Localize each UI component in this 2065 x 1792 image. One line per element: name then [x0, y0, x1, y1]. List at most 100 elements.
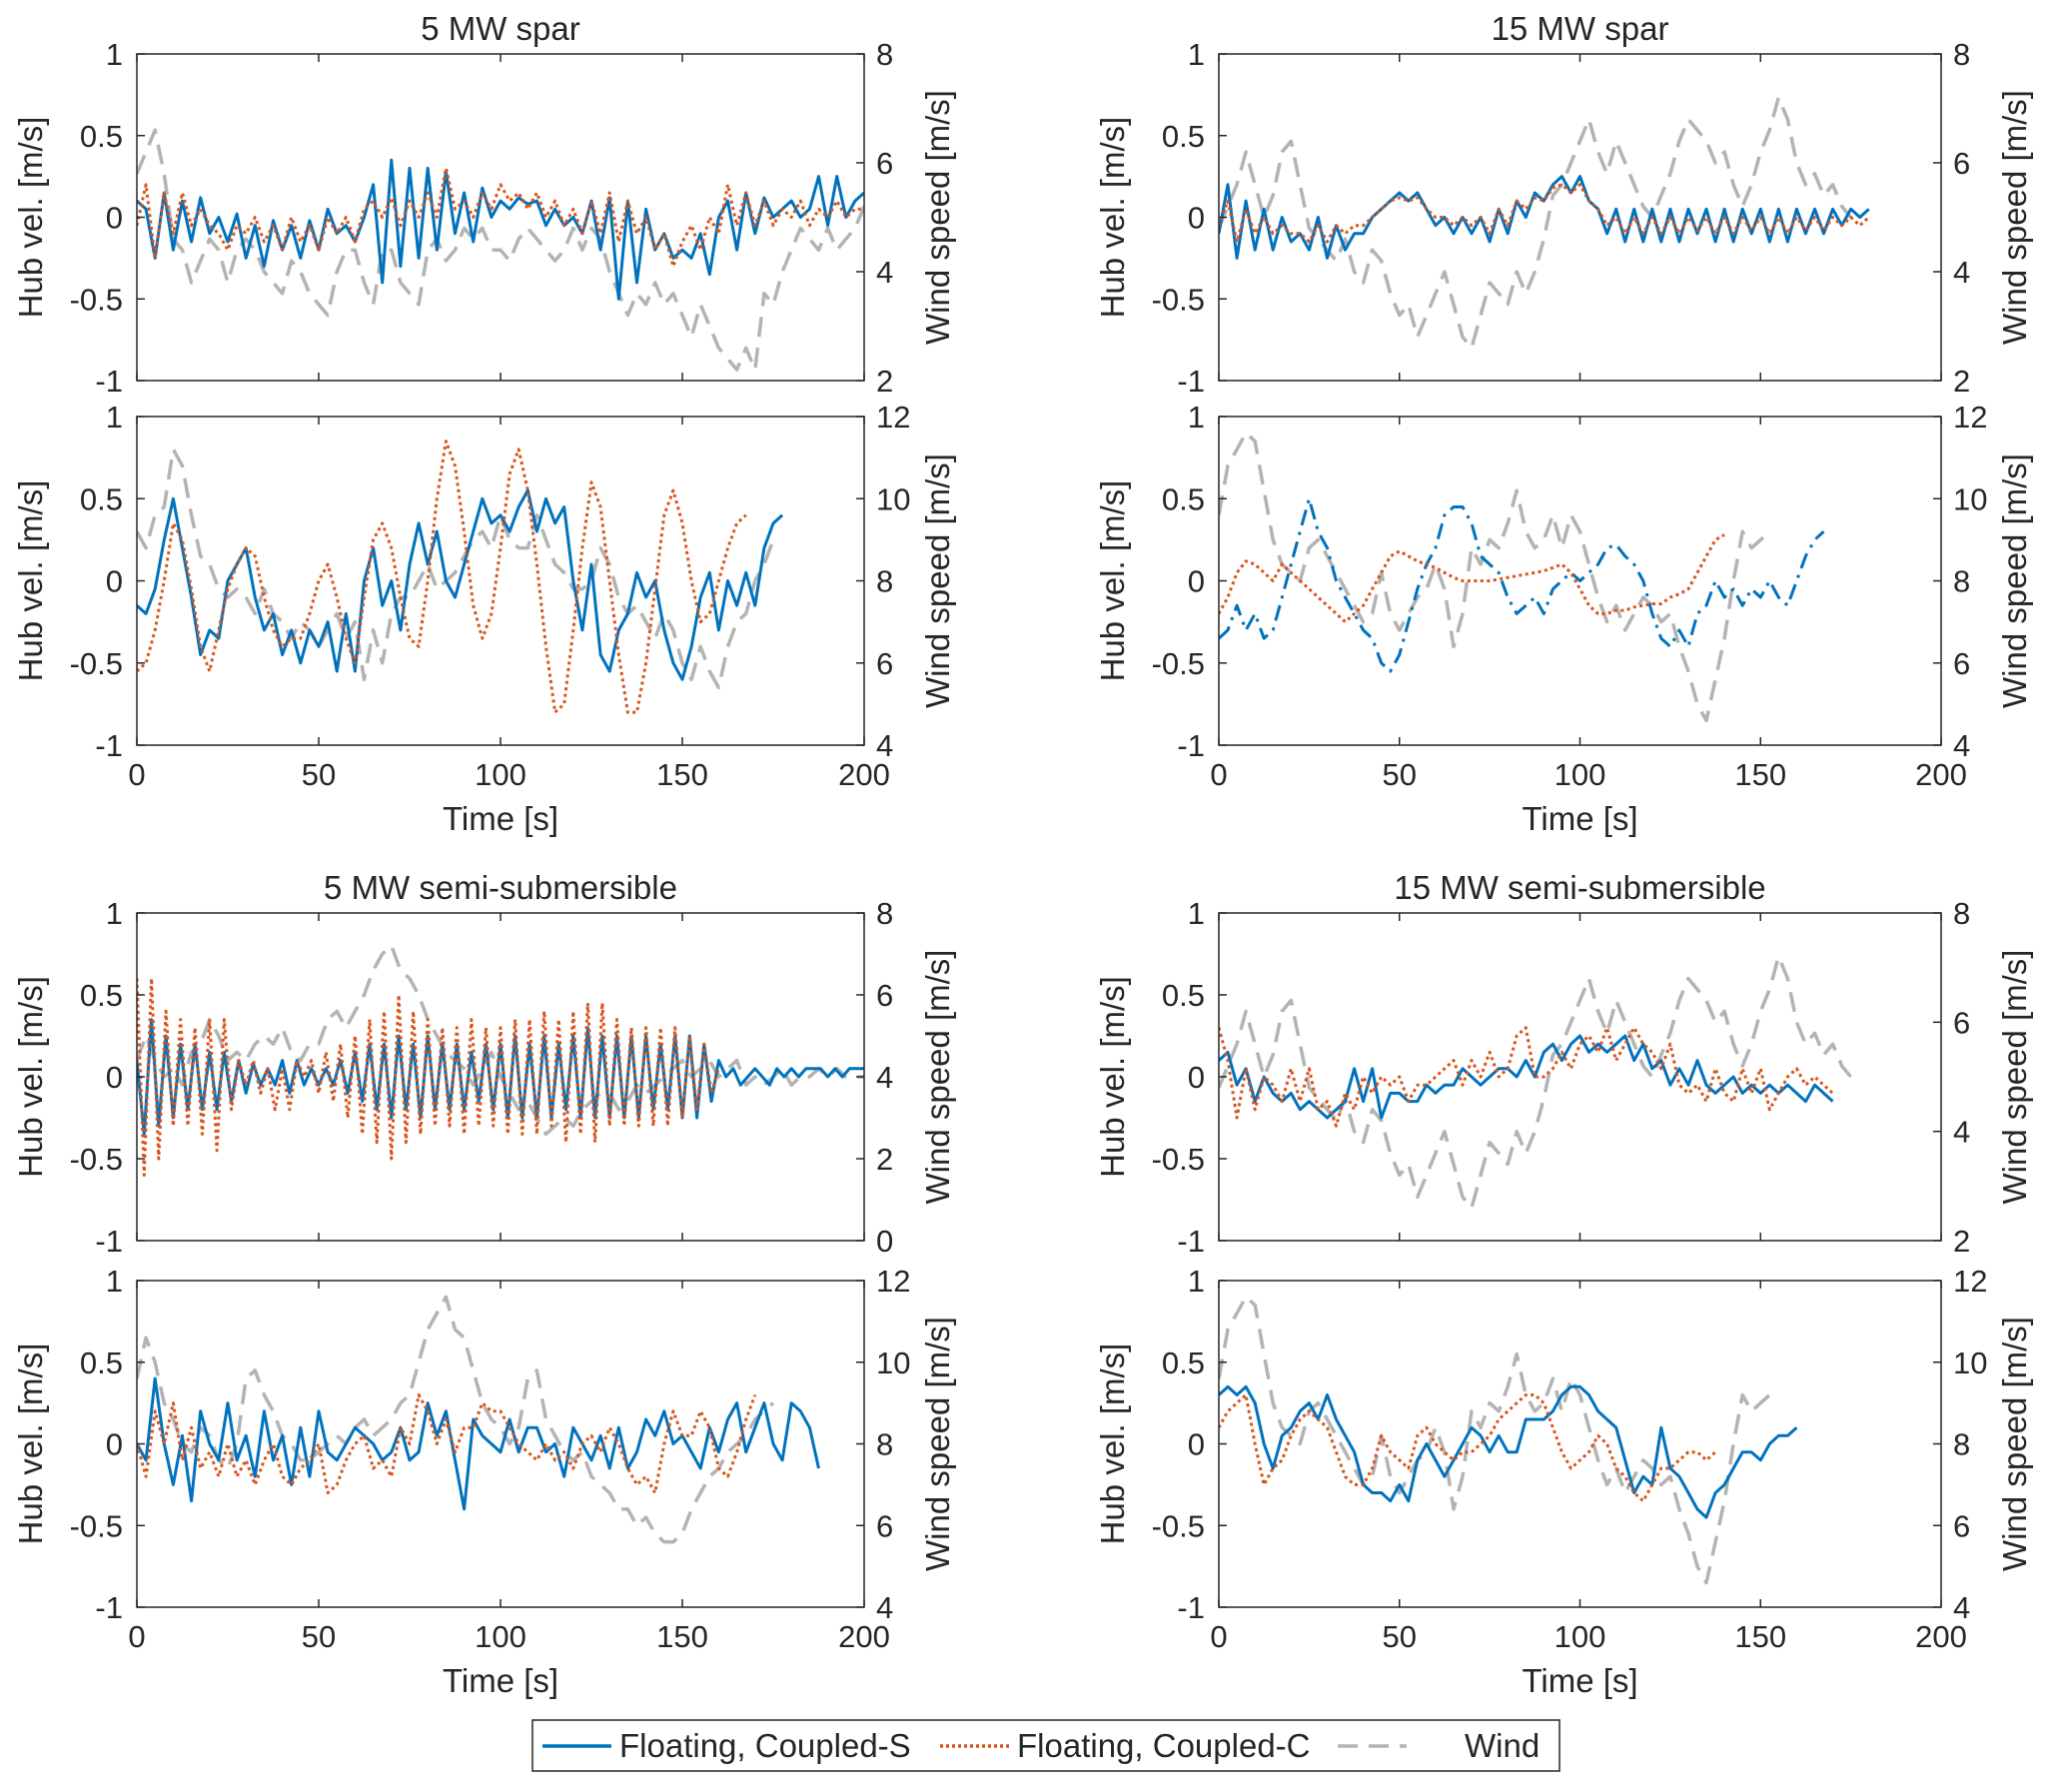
panel-semi15-lower: 0 50 100 150 200 -1 -0.5 0 0.5 1 4 6 8 10 12 Time [s] Hu…: [1094, 1264, 2033, 1699]
series-floating-coupled-s: [1219, 496, 1825, 673]
panel-spar5-upper: -1 -0.5 0 0.5 1 2 4 6 8 5 MW spar Hub vel. [m/s] Wi…: [12, 10, 956, 399]
y-tick-label: 0.5: [1162, 978, 1205, 1013]
y-tick-label: 1: [1188, 896, 1205, 931]
y2-axis-label: Wind speed [m/s]: [919, 90, 956, 345]
y2-tick-label: 4: [1953, 728, 1970, 763]
panel-title: 15 MW semi-submersible: [1394, 869, 1765, 906]
y2-tick-label: 6: [1953, 1508, 1970, 1543]
x-tick-label: 100: [475, 1619, 526, 1654]
series-wind: [137, 128, 864, 372]
series-floating-coupled-c: [137, 166, 864, 269]
y2-tick-label: 10: [876, 481, 910, 516]
panel-spar5-lower: 0 50 100 150 200 -1 -0.5 0 0.5 1 4 6 8 10 12 Time [s] Hu…: [12, 400, 956, 837]
panel-semi5-lower: 0 50 100 150 200 -1 -0.5 0 0.5 1 4 6 8 10 12 Time [s] Hu…: [12, 1264, 956, 1699]
y-axis-label: Hub vel. [m/s]: [12, 976, 49, 1178]
axes-box: [1218, 1280, 1942, 1608]
y-tick-label: -1: [95, 364, 123, 399]
x-tick-label: 50: [1383, 757, 1417, 792]
series-wind: [137, 944, 864, 1137]
series-floating-coupled-s: [137, 488, 784, 681]
y-tick-label: 1: [106, 37, 123, 72]
legend-label-wind: Wind: [1465, 1727, 1540, 1764]
x-axis-label: Time [s]: [443, 800, 558, 837]
y2-tick-label: 4: [876, 1590, 893, 1625]
y2-tick-label: 8: [876, 1427, 893, 1462]
y-tick-label: 0: [106, 564, 123, 599]
y-tick-label: -1: [95, 1224, 123, 1259]
y2-tick-label: 2: [876, 364, 893, 399]
y2-tick-label: 8: [876, 564, 893, 599]
y-tick-label: 0.5: [1162, 1345, 1205, 1380]
y-axis-label: Hub vel. [m/s]: [1094, 117, 1131, 319]
series-floating-coupled-c: [1219, 1393, 1717, 1503]
x-tick-label: 150: [656, 1619, 708, 1654]
y-tick-label: 0.5: [80, 978, 123, 1013]
y-tick-label: -1: [1177, 364, 1205, 399]
y2-tick-label: 4: [876, 728, 893, 763]
series-floating-coupled-c: [137, 977, 720, 1177]
series-floating-coupled-c: [1219, 183, 1870, 244]
y-tick-label: -0.5: [70, 1508, 123, 1543]
x-tick-label: 0: [1210, 757, 1227, 792]
x-tick-label: 200: [838, 1619, 890, 1654]
axes-box: [136, 1280, 865, 1608]
x-tick-label: 200: [1915, 757, 1967, 792]
y2-tick-label: 6: [876, 1508, 893, 1543]
y2-tick-label: 6: [1953, 1005, 1970, 1040]
y-tick-label: 0: [1188, 201, 1205, 236]
y-tick-label: 1: [106, 400, 123, 435]
y-tick-label: -1: [95, 1590, 123, 1625]
y2-tick-label: 4: [1953, 255, 1970, 290]
series-wind: [1219, 431, 1771, 723]
y-tick-label: 0.5: [1162, 119, 1205, 154]
panel-title: 15 MW spar: [1492, 10, 1669, 47]
y2-tick-label: 4: [876, 1060, 893, 1095]
y-axis-label: Hub vel. [m/s]: [1094, 1344, 1131, 1545]
y2-tick-label: 6: [876, 978, 893, 1013]
series-floating-coupled-c: [137, 440, 747, 714]
y-tick-label: -1: [1177, 1224, 1205, 1259]
y2-tick-label: 6: [876, 146, 893, 181]
y2-tick-label: 4: [1953, 1590, 1970, 1625]
x-tick-label: 0: [1210, 1619, 1227, 1654]
y2-tick-label: 6: [876, 646, 893, 681]
y2-tick-label: 10: [1953, 481, 1987, 516]
y2-tick-label: 8: [1953, 1427, 1970, 1462]
y2-tick-label: 0: [876, 1224, 893, 1259]
y-axis-label: Hub vel. [m/s]: [12, 117, 49, 319]
series-floating-coupled-c: [137, 1393, 757, 1494]
y-tick-label: 0: [1188, 564, 1205, 599]
y-tick-label: 1: [106, 896, 123, 931]
y2-axis-label: Wind speed [m/s]: [1996, 90, 2033, 345]
y2-axis-label: Wind speed [m/s]: [919, 950, 956, 1205]
y-tick-label: 0: [1188, 1060, 1205, 1095]
y2-tick-label: 10: [1953, 1345, 1987, 1380]
series-wind: [137, 448, 775, 690]
y-tick-label: 0: [106, 1427, 123, 1462]
y-tick-label: 0.5: [1162, 481, 1205, 516]
x-tick-label: 0: [128, 757, 145, 792]
series-floating-coupled-c: [1219, 1026, 1834, 1128]
y2-axis-label: Wind speed [m/s]: [1996, 950, 2033, 1205]
y2-tick-label: 6: [1953, 146, 1970, 181]
y2-axis-label: Wind speed [m/s]: [919, 1317, 956, 1571]
y-axis-label: Hub vel. [m/s]: [1094, 480, 1131, 682]
legend-label-coupled-c: Floating, Coupled-C: [1017, 1727, 1311, 1764]
y-tick-label: 1: [1188, 400, 1205, 435]
y-tick-label: -0.5: [1152, 1508, 1205, 1543]
y-tick-label: 0.5: [80, 1345, 123, 1380]
y-tick-label: -0.5: [70, 282, 123, 317]
y2-tick-label: 12: [1953, 400, 1987, 435]
y2-tick-label: 6: [1953, 646, 1970, 681]
x-tick-label: 100: [1554, 757, 1606, 792]
y2-axis-label: Wind speed [m/s]: [1996, 453, 2033, 708]
series-floating-coupled-s: [137, 1018, 864, 1136]
y2-tick-label: 4: [1953, 1115, 1970, 1150]
y2-tick-label: 8: [1953, 37, 1970, 72]
y-tick-label: 1: [1188, 1264, 1205, 1299]
x-tick-label: 150: [1734, 757, 1786, 792]
y-tick-label: -0.5: [1152, 282, 1205, 317]
y2-tick-label: 2: [1953, 1224, 1970, 1259]
x-axis-label: Time [s]: [1522, 1662, 1637, 1699]
